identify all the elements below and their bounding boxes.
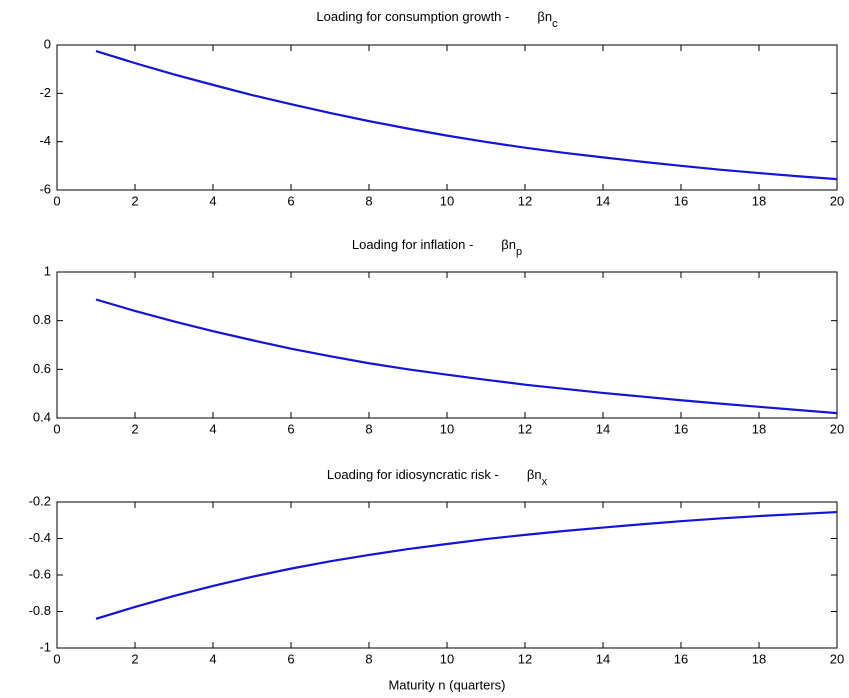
x-tick-label: 0	[53, 193, 60, 208]
x-tick-label: 20	[830, 651, 844, 666]
x-tick-label: 8	[365, 421, 372, 436]
y-tick-label: 0.4	[33, 409, 51, 424]
y-tick-label: -1	[39, 639, 51, 654]
x-tick-label: 12	[518, 651, 532, 666]
x-tick-label: 6	[287, 651, 294, 666]
x-tick-label: 10	[440, 421, 454, 436]
x-tick-label: 12	[518, 193, 532, 208]
x-tick-label: 10	[440, 651, 454, 666]
x-tick-label: 14	[596, 193, 610, 208]
title-symbol: βn	[527, 467, 542, 482]
y-tick-label: -4	[39, 133, 51, 148]
title-symbol: βn	[501, 237, 516, 252]
x-tick-label: 4	[209, 193, 216, 208]
x-tick-label: 10	[440, 193, 454, 208]
data-line	[95, 298, 838, 415]
subplot: Loading for inflation - βnp 0 2 4 6 8 10 12 14 16 1…	[33, 237, 844, 436]
y-tick-label: -0.8	[29, 603, 51, 618]
data-line	[95, 510, 838, 620]
x-tick-label: 16	[674, 193, 688, 208]
y-tick-label: 0.6	[33, 361, 51, 376]
x-tick-label: 18	[752, 651, 766, 666]
x-tick-label: 18	[752, 421, 766, 436]
x-tick-label: 20	[830, 421, 844, 436]
y-tick-label: -0.4	[29, 530, 51, 545]
title-text: Loading for inflation -	[352, 237, 473, 252]
y-tick-label: -6	[39, 181, 51, 196]
x-tick-label: 4	[209, 421, 216, 436]
y-tick-label: -2	[39, 85, 51, 100]
y-tick-label: -0.6	[29, 566, 51, 581]
x-tick-label: 16	[674, 651, 688, 666]
subplot-title: Loading for inflation - βnp	[352, 237, 522, 257]
x-tick-label: 2	[131, 651, 138, 666]
x-tick-label: 8	[365, 651, 372, 666]
axes-frame	[56, 271, 838, 419]
y-tick-label: 1	[44, 263, 51, 278]
title-text: Loading for consumption growth -	[316, 9, 509, 24]
x-axis-label: Maturity n (quarters)	[388, 677, 505, 692]
x-tick-label: 18	[752, 193, 766, 208]
data-line	[95, 49, 838, 181]
y-tick-label: -0.2	[29, 493, 51, 508]
axes-frame	[56, 44, 838, 191]
x-tick-label: 20	[830, 193, 844, 208]
x-tick-label: 16	[674, 421, 688, 436]
x-tick-label: 14	[596, 421, 610, 436]
x-tick-label: 8	[365, 193, 372, 208]
x-tick-label: 0	[53, 421, 60, 436]
title-symbol: βn	[537, 9, 552, 24]
y-tick-label: 0	[44, 36, 51, 51]
title-subscript: c	[552, 18, 558, 30]
x-tick-label: 6	[287, 421, 294, 436]
title-subscript: x	[542, 476, 548, 488]
x-tick-label: 2	[131, 421, 138, 436]
title-text: Loading for idiosyncratic risk -	[327, 467, 499, 482]
x-tick-label: 12	[518, 421, 532, 436]
subplot-title: Loading for idiosyncratic risk - βnx	[327, 467, 548, 487]
x-tick-label: 14	[596, 651, 610, 666]
subplot: Loading for idiosyncratic risk - βnx 0 2 4 6 8…	[29, 467, 845, 692]
axes-frame	[56, 501, 838, 649]
subplot: Loading for consumption growth - βnc 0 2 4 6 8…	[39, 9, 844, 208]
x-tick-label: 6	[287, 193, 294, 208]
subplot-title: Loading for consumption growth - βnc	[316, 9, 558, 29]
y-tick-label: 0.8	[33, 312, 51, 327]
title-subscript: p	[516, 246, 522, 258]
x-tick-label: 2	[131, 193, 138, 208]
x-tick-label: 4	[209, 651, 216, 666]
x-tick-label: 0	[53, 651, 60, 666]
